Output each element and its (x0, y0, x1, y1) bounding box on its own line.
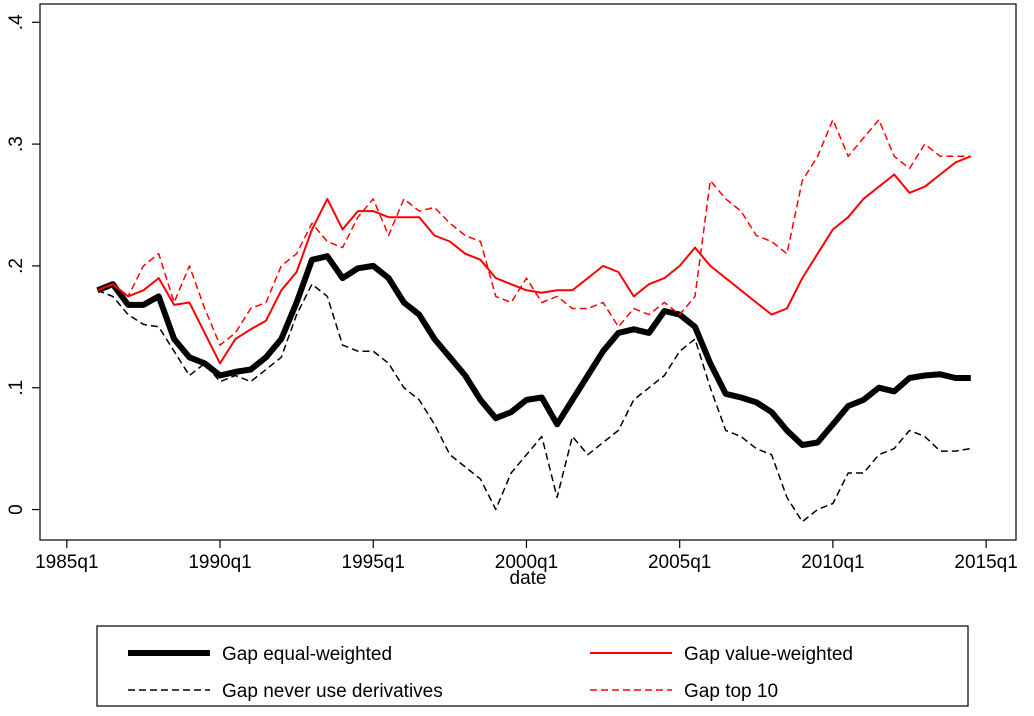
x-tick-label: 2005q1 (648, 552, 711, 573)
legend-label: Gap never use derivatives (222, 681, 443, 702)
series-line (96, 253, 971, 448)
series-line (97, 283, 971, 523)
series-line (97, 118, 971, 346)
series-line (97, 155, 972, 365)
y-tick-label: .1 (6, 380, 27, 396)
legend-label: Gap equal-weighted (222, 644, 392, 665)
x-axis-label: date (510, 568, 547, 589)
x-tick-label: 2000q1 (495, 552, 558, 573)
y-tick-label: 0 (6, 504, 27, 515)
y-tick-label: .4 (6, 14, 27, 30)
legend-label: Gap top 10 (684, 681, 778, 702)
y-tick-label: .2 (6, 258, 27, 274)
legend-label: Gap value-weighted (684, 644, 853, 665)
x-tick-label: 1985q1 (35, 552, 98, 573)
x-tick-label: 2010q1 (801, 552, 864, 573)
x-tick-label: 1995q1 (342, 552, 405, 573)
plot-frame (39, 3, 1017, 541)
x-tick-label: 2015q1 (954, 552, 1017, 573)
legend-box (96, 625, 969, 707)
x-tick-label: 1990q1 (188, 552, 251, 573)
y-tick-label: .3 (6, 136, 27, 152)
